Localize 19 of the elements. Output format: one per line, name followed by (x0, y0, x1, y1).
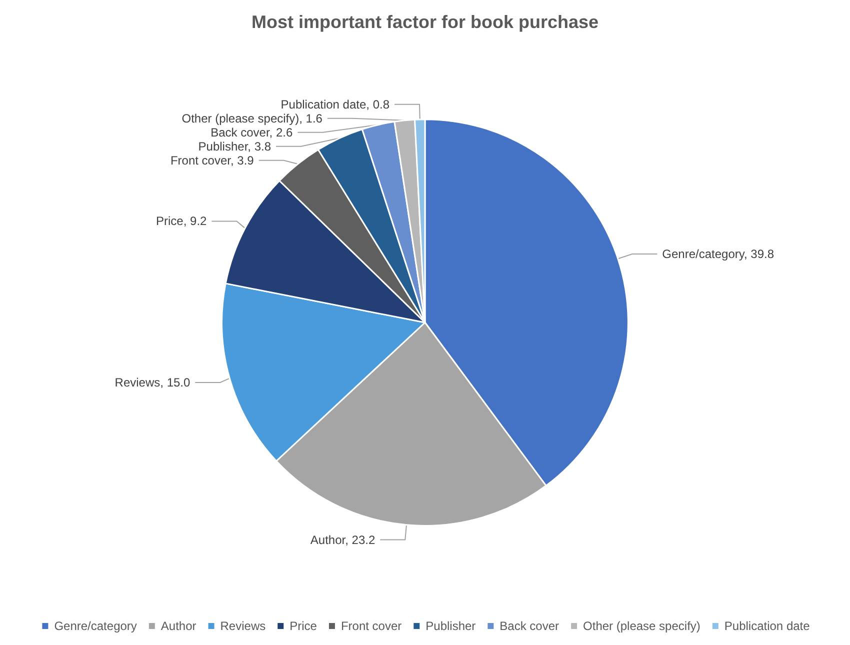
legend-label: Publisher (426, 619, 476, 633)
data-label: Price, 9.2 (156, 214, 208, 228)
data-label: Publication date, 0.8 (280, 97, 390, 112)
legend-label: Other (please specify) (583, 619, 700, 633)
legend-label: Publication date (724, 619, 810, 633)
legend-label: Author (160, 619, 196, 633)
legend-label: Price (290, 619, 318, 633)
chart-title: Most important factor for book purchase (251, 12, 599, 32)
data-label: Author, 23.2 (310, 532, 376, 547)
legend-label: Genre/category (54, 619, 137, 633)
data-label: Publisher, 3.8 (198, 139, 272, 154)
data-label: Front cover, 3.9 (170, 153, 254, 168)
legend-label: Reviews (220, 619, 266, 633)
data-label: Reviews, 15.0 (114, 375, 190, 390)
legend-label: Front cover (340, 619, 402, 633)
data-label: Other (please specify), 1.6 (182, 111, 323, 126)
data-label: Genre/category, 39.8 (662, 247, 774, 262)
data-label: Back cover, 2.6 (210, 125, 293, 140)
legend-label: Back cover (500, 619, 560, 633)
